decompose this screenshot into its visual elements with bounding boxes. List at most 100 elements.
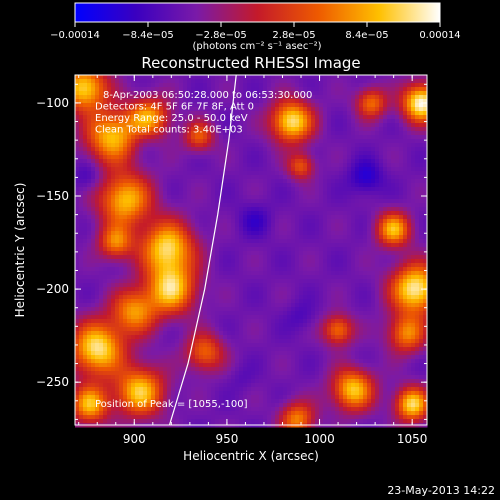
heatmap-cell (291, 183, 296, 188)
heatmap-cell (175, 151, 180, 156)
heatmap-cell (415, 187, 420, 192)
heatmap-cell (83, 107, 88, 112)
heatmap-cell (407, 171, 412, 176)
heatmap-cell (119, 275, 124, 280)
heatmap-cell (303, 295, 308, 300)
heatmap-cell (423, 163, 428, 168)
heatmap-cell (159, 263, 164, 268)
heatmap-cell (239, 199, 244, 204)
heatmap-cell (395, 135, 400, 140)
heatmap-cell (391, 95, 396, 100)
heatmap-cell (175, 215, 180, 220)
heatmap-cell (343, 287, 348, 292)
heatmap-cell (99, 151, 104, 156)
heatmap-cell (199, 155, 204, 160)
heatmap-cell (143, 179, 148, 184)
heatmap-cell (175, 251, 180, 256)
heatmap-cell (131, 183, 136, 188)
heatmap-cell (115, 203, 120, 208)
heatmap-cell (391, 123, 396, 128)
heatmap-cell (143, 151, 148, 156)
heatmap-cell (331, 191, 336, 196)
heatmap-cell (123, 179, 128, 184)
heatmap-cell (331, 223, 336, 228)
heatmap-cell (407, 103, 412, 108)
heatmap-cell (87, 159, 92, 164)
heatmap-cell (127, 207, 132, 212)
heatmap-cell (235, 151, 240, 156)
heatmap-cell (127, 163, 132, 168)
heatmap-cell (403, 231, 408, 236)
heatmap-cell (323, 211, 328, 216)
heatmap-cell (291, 267, 296, 272)
heatmap-cell (99, 211, 104, 216)
heatmap-cell (323, 263, 328, 268)
heatmap-cell (411, 147, 416, 152)
heatmap-cell (295, 111, 300, 116)
heatmap-cell (163, 91, 168, 96)
heatmap-cell (139, 127, 144, 132)
heatmap-cell (115, 159, 120, 164)
heatmap-cell (279, 151, 284, 156)
heatmap-cell (299, 295, 304, 300)
heatmap-cell (195, 131, 200, 136)
heatmap-cell (319, 211, 324, 216)
heatmap-cell (251, 243, 256, 248)
heatmap-cell (423, 283, 428, 288)
heatmap-cell (423, 219, 428, 224)
heatmap-cell (311, 131, 316, 136)
heatmap-cell (359, 203, 364, 208)
heatmap-cell (411, 203, 416, 208)
heatmap-cell (135, 235, 140, 240)
heatmap-cell (159, 99, 164, 104)
heatmap-cell (299, 175, 304, 180)
heatmap-cell (379, 243, 384, 248)
heatmap-cell (231, 123, 236, 128)
heatmap-cell (391, 191, 396, 196)
heatmap-cell (175, 143, 180, 148)
heatmap-cell (359, 143, 364, 148)
heatmap-cell (299, 227, 304, 232)
heatmap-cell (223, 175, 228, 180)
heatmap-cell (115, 83, 120, 88)
heatmap-cell (123, 219, 128, 224)
heatmap-cell (91, 127, 96, 132)
heatmap-cell (403, 263, 408, 268)
heatmap-cell (151, 279, 156, 284)
heatmap-cell (163, 111, 168, 116)
heatmap-cell (83, 79, 88, 84)
heatmap-cell (355, 263, 360, 268)
heatmap-cell (263, 291, 268, 296)
heatmap-cell (127, 243, 132, 248)
heatmap-cell (351, 75, 356, 80)
heatmap-cell (247, 295, 252, 300)
heatmap-cell (247, 239, 252, 244)
heatmap-cell (331, 259, 336, 264)
heatmap-cell (287, 147, 292, 152)
heatmap-cell (355, 155, 360, 160)
heatmap-cell (223, 143, 228, 148)
heatmap-cell (215, 263, 220, 268)
heatmap-cell (243, 167, 248, 172)
heatmap-cell (295, 247, 300, 252)
heatmap-cell (99, 91, 104, 96)
heatmap-cell (207, 295, 212, 300)
heatmap-cell (383, 163, 388, 168)
heatmap-cell (291, 199, 296, 204)
heatmap-cell (99, 279, 104, 284)
heatmap-cell (203, 271, 208, 276)
heatmap-cell (219, 295, 224, 300)
heatmap-cell (143, 199, 148, 204)
heatmap-cell (143, 107, 148, 112)
heatmap-cell (195, 299, 200, 304)
heatmap-cell (307, 223, 312, 228)
heatmap-cell (79, 155, 84, 160)
heatmap-cell (407, 147, 412, 152)
heatmap-cell (303, 227, 308, 232)
heatmap-cell (423, 223, 428, 228)
heatmap-cell (151, 291, 156, 296)
heatmap-cell (283, 159, 288, 164)
heatmap-cell (191, 195, 196, 200)
heatmap-cell (235, 131, 240, 136)
heatmap-cell (79, 111, 84, 116)
